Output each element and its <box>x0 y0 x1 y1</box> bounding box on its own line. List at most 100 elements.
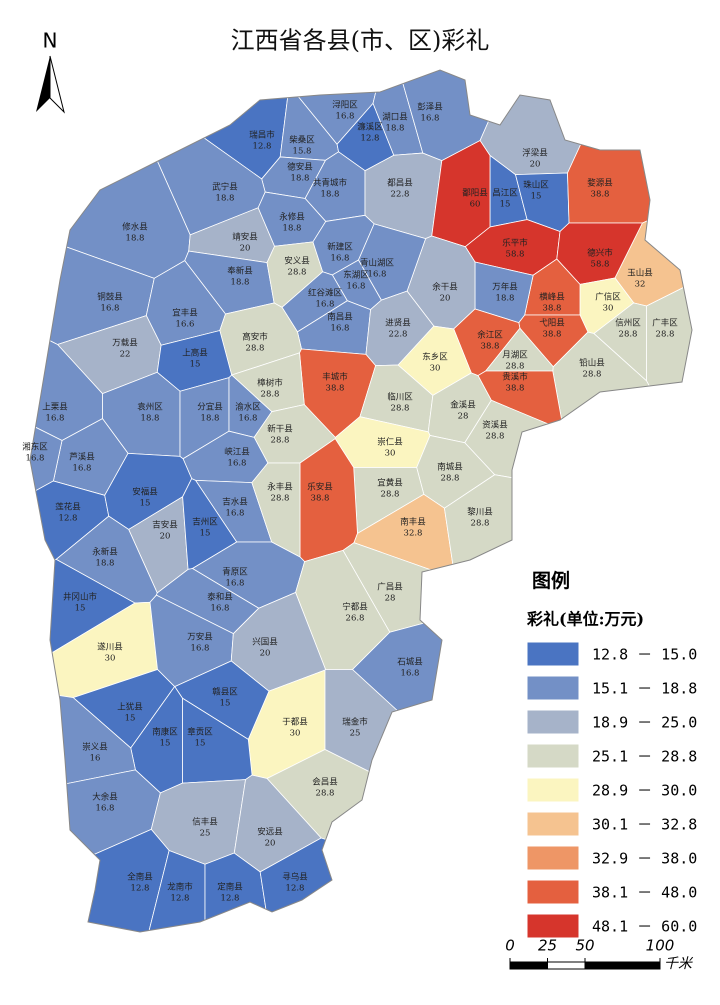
legend: 图例 彩礼(单位:万元) 12.8 － 15.0 15.1 － 18.8 18.9 … <box>526 569 697 939</box>
county-name: 都昌县 <box>387 179 413 189</box>
county-name: 弋阳县 <box>539 318 565 329</box>
county-name: 分宜县 <box>197 402 223 413</box>
county-name: 南昌县 <box>327 312 353 323</box>
county-name: 昌江区 <box>492 189 518 199</box>
county-region <box>251 462 301 558</box>
county-name: 上栗县 <box>42 403 68 413</box>
county-name: 南城县 <box>437 462 463 473</box>
county-name: 莲花县 <box>55 502 81 513</box>
county-name: 渝水区 <box>235 402 261 413</box>
county-value: 25 <box>200 829 211 839</box>
county-value: 16.8 <box>401 669 420 679</box>
county-value: 22.8 <box>389 330 408 340</box>
county-value: 38.8 <box>481 342 500 352</box>
county-name: 珠山区 <box>523 180 549 191</box>
county-value: 15 <box>125 714 136 724</box>
county-name: 遂川县 <box>97 642 123 653</box>
county-name: 湖口县 <box>382 113 408 123</box>
county-name: 共青城市 <box>313 178 348 189</box>
county-name: 奉新县 <box>227 266 253 277</box>
county-value: 38.8 <box>311 494 330 504</box>
county-value: 16.8 <box>96 804 115 814</box>
county-name: 安福县 <box>132 487 158 498</box>
scale-segment <box>547 961 586 970</box>
county-value: 28 <box>385 594 396 604</box>
county-value: 32.8 <box>404 529 423 539</box>
county-value: 15 <box>190 360 201 370</box>
legend-label: 28.9 － 30.0 <box>592 782 697 800</box>
province-outline <box>29 69 693 933</box>
north-arrow: N <box>36 29 65 114</box>
county-value: 22 <box>120 350 131 360</box>
county-name: 会昌县 <box>312 777 338 788</box>
county-value: 16.8 <box>331 324 350 334</box>
county-name: 宁都县 <box>342 602 368 613</box>
county-region <box>479 70 648 176</box>
county-name: 玉山县 <box>627 268 653 279</box>
county-name: 青原区 <box>222 567 248 578</box>
county-name: 吉州区 <box>192 518 218 528</box>
county-value: 16.8 <box>226 579 245 589</box>
county-value: 38.8 <box>543 304 562 314</box>
county-name: 广信区 <box>595 292 621 303</box>
county-value: 18.8 <box>496 294 515 304</box>
county-value: 16.8 <box>331 254 350 264</box>
county-value: 15 <box>140 499 151 509</box>
county-name: 南康区 <box>152 727 178 738</box>
county-value: 28.8 <box>288 268 307 278</box>
county-name: 乐安县 <box>307 482 333 493</box>
county-value: 30 <box>603 304 614 314</box>
county-value: 18.8 <box>291 174 310 184</box>
county-value: 18.8 <box>321 190 340 200</box>
county-value: 38.8 <box>326 384 345 394</box>
title: 江西省各县(市、区)彩礼 <box>231 27 490 55</box>
county-name: 永修县 <box>279 212 305 223</box>
county-name: 乐平市 <box>502 238 528 249</box>
scale-label: 50 <box>575 937 594 955</box>
county-name: 于都县 <box>282 718 308 728</box>
county-name: 龙南市 <box>167 882 193 893</box>
county-name: 袁州区 <box>137 402 163 413</box>
north-label: N <box>43 29 58 53</box>
county-name: 赣县区 <box>212 687 238 698</box>
county-value: 20 <box>260 649 271 659</box>
county-value: 28 <box>458 412 469 422</box>
county-name: 婺源县 <box>587 178 613 189</box>
county-name: 上高县 <box>182 348 208 359</box>
county-name: 广丰区 <box>652 318 678 329</box>
county-name: 樟树市 <box>257 378 283 389</box>
county-value: 16.6 <box>176 320 195 330</box>
county-name: 上犹县 <box>117 702 143 713</box>
county-name: 彭泽县 <box>417 102 443 113</box>
legend-swatch <box>526 845 580 871</box>
arrow-left <box>36 56 50 112</box>
county-name: 东湖区 <box>343 270 369 281</box>
county-value: 38.8 <box>543 330 562 340</box>
county-value: 12.8 <box>59 514 78 524</box>
county-value: 28.8 <box>271 436 290 446</box>
scale-segment <box>584 961 661 970</box>
county-value: 16.8 <box>26 454 45 464</box>
county-value: 28.8 <box>506 362 525 372</box>
county-name: 新建区 <box>327 242 353 253</box>
county-value: 32 <box>635 280 646 290</box>
county-value: 15 <box>220 699 231 709</box>
county-value: 16.8 <box>211 604 230 614</box>
county-value: 12.8 <box>286 884 305 894</box>
legend-swatch <box>526 777 580 803</box>
county-name: 红谷滩区 <box>308 288 343 299</box>
county-value: 15 <box>75 604 86 614</box>
county-region <box>646 268 692 516</box>
county-name: 峡江县 <box>224 447 250 458</box>
county-value: 28.8 <box>583 370 602 380</box>
county-value: 15 <box>200 529 211 539</box>
county-value: 28.8 <box>391 404 410 414</box>
scale-unit: 千米 <box>664 956 694 972</box>
county-name: 安义县 <box>284 256 310 267</box>
county-value: 16.8 <box>226 509 245 519</box>
legend-swatch <box>526 709 580 735</box>
county-value: 30 <box>430 364 441 374</box>
legend-label: 48.1 － 60.0 <box>592 918 697 936</box>
county-value: 30 <box>105 654 116 664</box>
